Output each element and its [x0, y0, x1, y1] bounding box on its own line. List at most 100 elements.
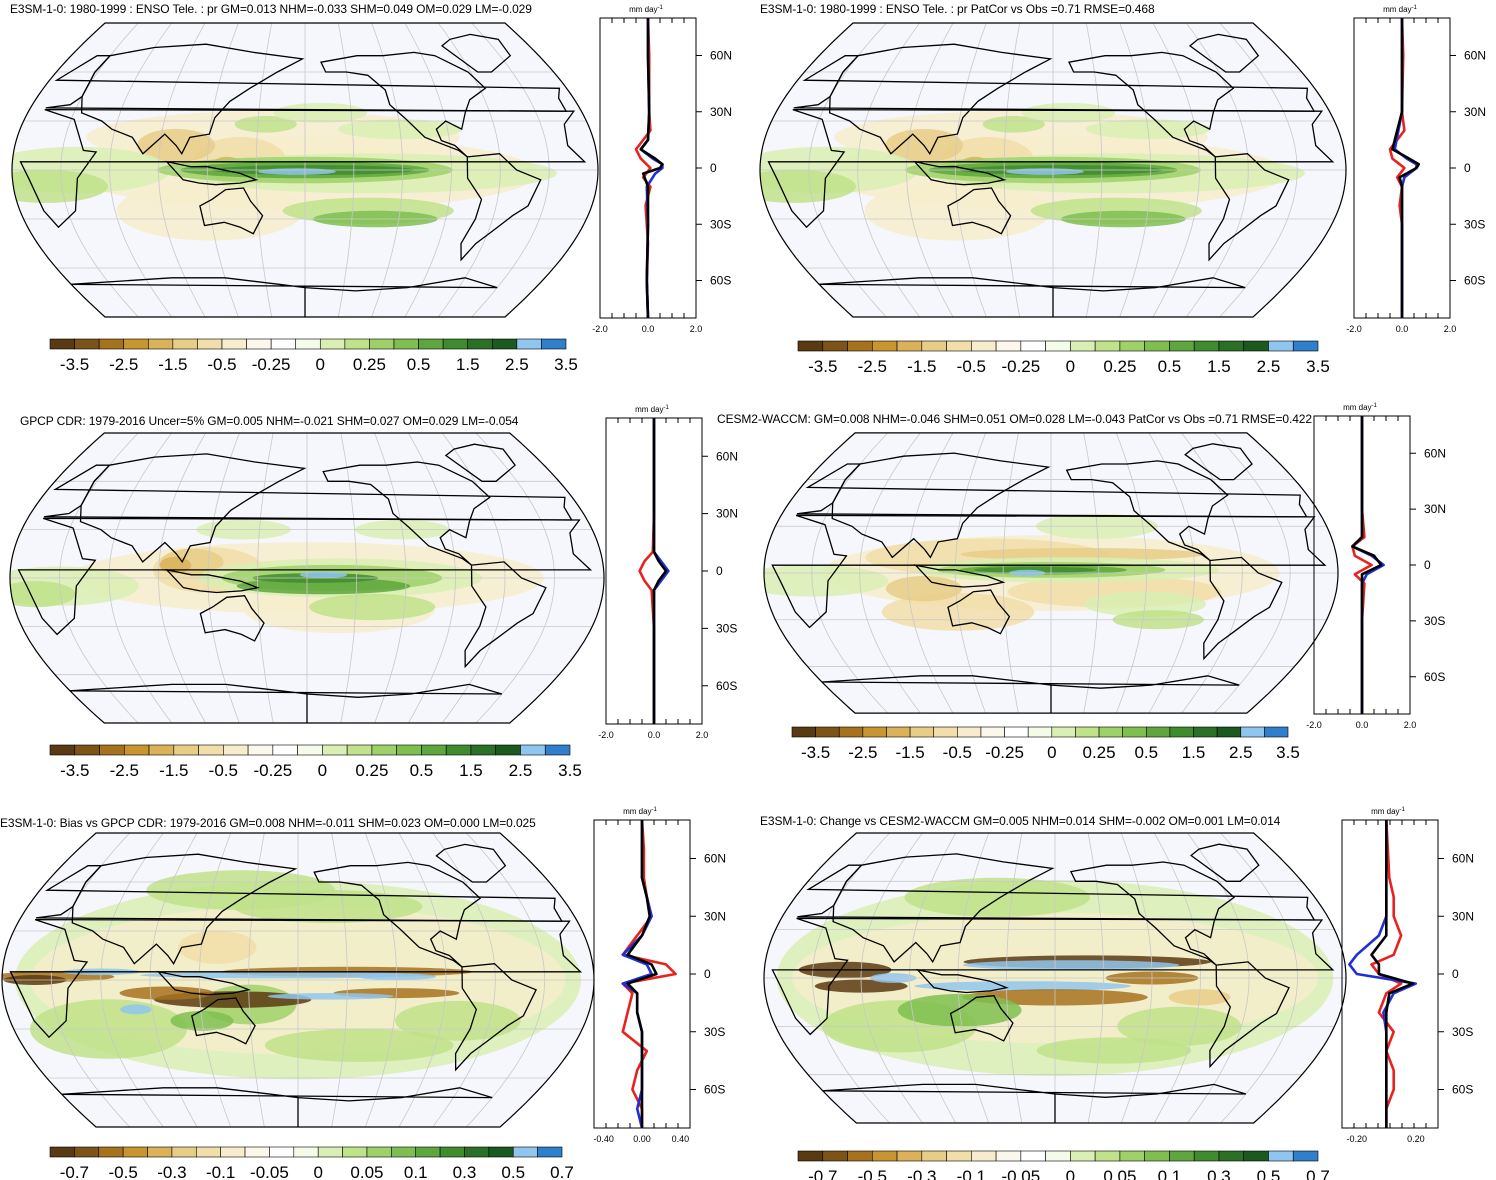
colorbar-label: -1.5	[159, 761, 188, 780]
colorbar-swatch	[1218, 1150, 1245, 1162]
map-border	[763, 832, 1347, 1124]
colorbar-label: 0.05	[1103, 1167, 1136, 1180]
colorbar-label: -3.5	[60, 355, 89, 374]
zonal-mean-plot: mm day-1 60N 30N 0 30S 60S -2.0 0.0 2.0	[592, 5, 732, 334]
colorbar-swatch	[49, 744, 76, 756]
x-tick-label: -2.0	[1306, 720, 1322, 730]
lat-tick-label: 30S	[1424, 614, 1445, 628]
colorbar-swatch	[98, 338, 125, 350]
coastlines	[771, 843, 1335, 1123]
colorbar-label: -1.5	[895, 743, 924, 762]
colorbar-swatch	[847, 340, 873, 352]
units-label: mm day-1	[1383, 5, 1417, 14]
colorbar-label: 0.5	[1134, 743, 1158, 762]
precip-anomaly-region	[159, 556, 192, 574]
colorbar-swatch	[445, 744, 472, 756]
lat-tick-label: 30N	[710, 105, 732, 119]
colorbar-label: 0.1	[1158, 1167, 1182, 1180]
colorbar-swatch	[541, 338, 567, 350]
lat-tick-label: 0	[716, 564, 723, 578]
colorbar-label: -0.1	[957, 1167, 986, 1180]
colorbar-label: -2.5	[858, 357, 887, 376]
colorbar-label: -2.5	[109, 355, 138, 374]
colorbar-swatch	[512, 1146, 538, 1158]
precip-anomaly-region	[960, 548, 1205, 561]
precip-anomaly-region	[1036, 1037, 1192, 1064]
colorbar: -3.5 -2.5 -1.5 -0.5 -0.25 0 0.25 0.5 1.5 2.5 3.5	[797, 340, 1330, 376]
colorbar-swatch	[346, 744, 373, 756]
colorbar-swatch	[537, 1146, 563, 1158]
lat-tick-label: 30S	[716, 621, 737, 635]
colorbar-swatch	[1094, 340, 1121, 352]
colorbar-swatch	[822, 1150, 848, 1162]
colorbar-label: 0	[313, 1163, 322, 1180]
colorbar-label: 0.5	[1257, 1167, 1281, 1180]
lat-tick-label: 60N	[1452, 852, 1474, 866]
colorbar-swatch	[995, 1150, 1022, 1162]
colorbar-label: 0.5	[407, 355, 431, 374]
precip-anomaly-region	[233, 889, 423, 924]
colorbar-swatch	[1004, 726, 1029, 738]
colorbar-swatch	[244, 1146, 270, 1158]
colorbar-swatch	[1144, 340, 1170, 352]
precip-anomaly-region	[395, 1000, 521, 1041]
colorbar-swatch	[197, 338, 223, 350]
colorbar-swatch	[1243, 340, 1269, 352]
colorbar-swatch	[391, 1146, 417, 1158]
x-tick-label: 2.0	[1444, 324, 1457, 334]
colorbar-swatch	[1240, 726, 1265, 738]
precip-anomaly-region	[904, 877, 1091, 917]
colorbar-swatch	[1144, 1150, 1170, 1162]
colorbar-swatch	[415, 1146, 441, 1158]
lat-tick-label: 30N	[1464, 105, 1486, 119]
colorbar-swatch	[838, 726, 864, 738]
coastlines	[17, 443, 593, 723]
lat-tick-label: 0	[710, 161, 717, 175]
panel-title: CESM2-WACCM: GM=0.008 NHM=-0.046 SHM=0.0…	[717, 412, 1312, 426]
x-tick-label: 0.0	[648, 730, 661, 740]
graticule	[10, 433, 604, 723]
colorbar-swatch	[464, 1146, 490, 1158]
colorbar-swatch	[1070, 1150, 1096, 1162]
precip-anomaly-region	[177, 930, 257, 964]
colorbar-swatch	[297, 744, 323, 756]
lat-tick-label: 30S	[1452, 1025, 1473, 1039]
map-border	[11, 22, 599, 318]
colorbar-label: 1.5	[456, 355, 480, 374]
colorbar-swatch	[1216, 726, 1242, 738]
colorbar: -0.7 -0.5 -0.3 -0.1 -0.05 0 0.05 0.1 0.3 0.5 0.7	[49, 1146, 574, 1180]
colorbar-swatch	[886, 726, 911, 738]
colorbar-swatch	[421, 744, 447, 756]
colorbar-swatch	[1119, 1150, 1145, 1162]
colorbar-swatch	[1045, 340, 1071, 352]
colorbar-label: -0.3	[907, 1167, 936, 1180]
colorbar-swatch	[147, 1146, 173, 1158]
colorbar-label: -0.5	[858, 1167, 887, 1180]
precip-anomaly-region	[234, 116, 297, 133]
colorbar-swatch	[491, 338, 518, 350]
colorbar-swatch	[442, 338, 469, 350]
colorbar-swatch	[195, 1146, 221, 1158]
colorbar-label: 1.5	[459, 761, 483, 780]
colorbar-swatch	[1122, 726, 1147, 738]
colorbar-label: -2.5	[110, 761, 139, 780]
colorbar-label: 3.5	[558, 761, 582, 780]
colorbar-label: -0.5	[207, 355, 236, 374]
lat-tick-label: 30N	[716, 507, 738, 521]
x-tick-label: 0.40	[672, 1134, 690, 1144]
colorbar-label: 2.5	[1229, 743, 1253, 762]
zonal-mean-plot: mm day-1 60N 30N 0 30S 60S -0.40 0.00 0.40	[593, 807, 726, 1144]
coastlines	[771, 443, 1327, 714]
colorbar-swatch	[366, 1146, 392, 1158]
colorbar-swatch	[1193, 726, 1218, 738]
colorbar-swatch	[171, 1146, 197, 1158]
colorbar-swatch	[822, 340, 848, 352]
colorbar-swatch	[99, 744, 125, 756]
map-change	[763, 832, 1347, 1124]
colorbar-swatch	[123, 338, 149, 350]
panel-title: E3SM-1-0: Bias vs GPCP CDR: 1979-2016 GM…	[0, 816, 536, 830]
lat-tick-label: 30S	[710, 217, 731, 231]
colorbar-label: 3.5	[1306, 357, 1330, 376]
map-e3sm-patcor	[759, 22, 1347, 318]
x-tick-label: -2.0	[592, 324, 608, 334]
